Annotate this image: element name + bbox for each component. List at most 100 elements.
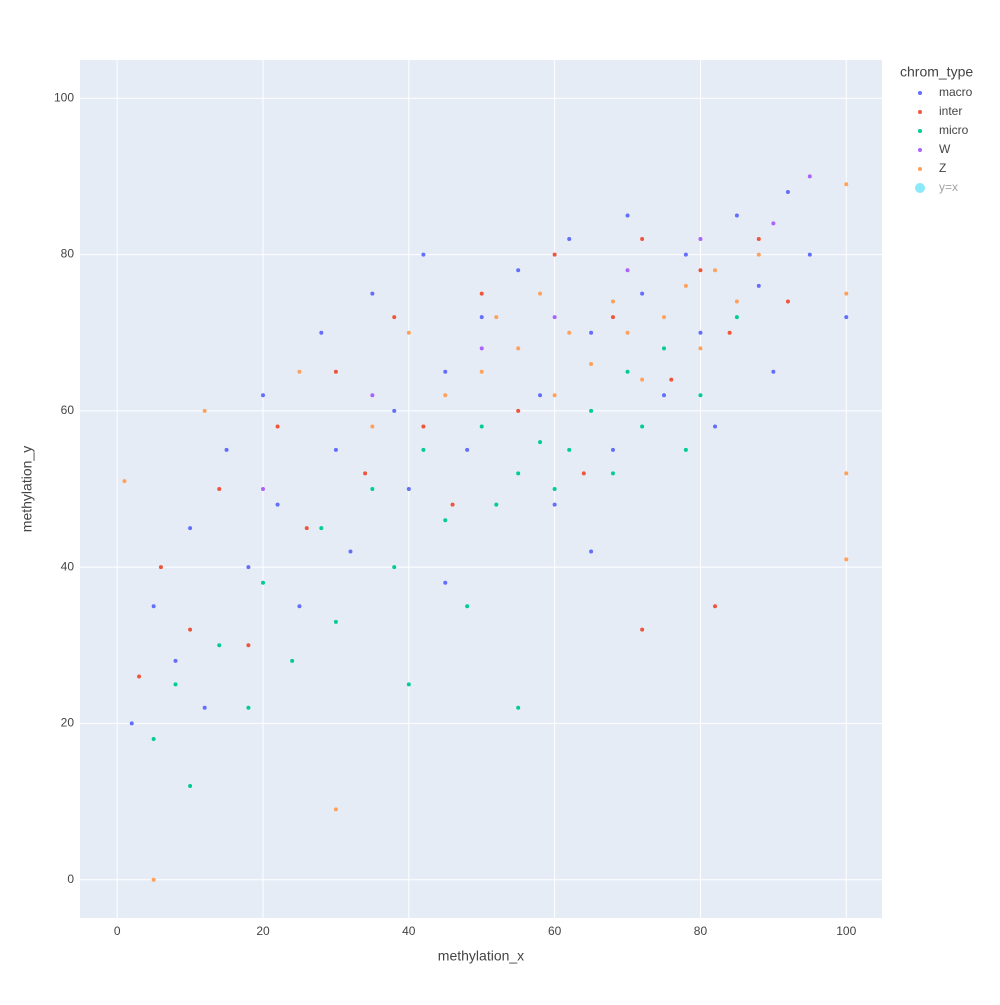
- point: [158, 565, 163, 570]
- x-tick-label: 0: [114, 924, 121, 938]
- legend-marker: [918, 167, 922, 171]
- point: [333, 369, 338, 374]
- y-tick-label: 100: [54, 90, 74, 104]
- point: [640, 291, 645, 296]
- point: [275, 502, 280, 507]
- point: [465, 604, 470, 609]
- point: [406, 487, 411, 491]
- point: [589, 361, 594, 366]
- point: [640, 424, 645, 429]
- point: [122, 479, 127, 484]
- point: [807, 174, 812, 179]
- point: [224, 447, 229, 452]
- point: [538, 393, 543, 398]
- point: [450, 502, 455, 507]
- point: [363, 471, 368, 476]
- point: [297, 369, 302, 374]
- point: [669, 377, 674, 382]
- point: [479, 315, 484, 320]
- point: [494, 502, 499, 507]
- point: [392, 408, 397, 413]
- point: [785, 190, 790, 195]
- point: [734, 213, 739, 218]
- point: [552, 502, 557, 507]
- point: [756, 252, 761, 257]
- x-axis-label: methylation_x: [438, 948, 524, 964]
- point: [406, 682, 411, 687]
- point: [370, 291, 375, 296]
- legend-marker: [915, 183, 925, 193]
- point: [297, 604, 302, 609]
- point: [290, 658, 295, 663]
- legend-label: inter: [939, 104, 962, 118]
- point: [188, 627, 193, 632]
- point: [552, 252, 557, 257]
- point: [370, 487, 375, 491]
- x-tick-label: 20: [256, 924, 270, 938]
- legend-marker: [918, 110, 922, 114]
- point: [771, 221, 776, 226]
- point: [479, 291, 484, 296]
- point: [567, 447, 572, 452]
- point: [683, 447, 688, 452]
- point: [516, 705, 521, 710]
- point: [151, 604, 156, 609]
- legend-label: Z: [939, 161, 946, 175]
- y-axis-label: methylation_y: [19, 446, 35, 532]
- point: [756, 236, 761, 241]
- point: [844, 291, 849, 296]
- point: [844, 471, 849, 476]
- point: [246, 705, 251, 710]
- point: [771, 369, 776, 374]
- x-tick-label: 80: [694, 924, 708, 938]
- point: [538, 291, 543, 296]
- point: [516, 346, 521, 351]
- point: [727, 330, 732, 335]
- point: [202, 408, 207, 413]
- point: [261, 580, 266, 585]
- point: [683, 283, 688, 288]
- point: [443, 393, 448, 398]
- point: [406, 330, 411, 335]
- point: [392, 565, 397, 570]
- point: [844, 557, 849, 562]
- point: [188, 526, 193, 531]
- point: [581, 471, 586, 476]
- point: [421, 252, 426, 257]
- point: [129, 721, 134, 726]
- legend-label: micro: [939, 123, 969, 137]
- legend-marker: [918, 148, 922, 152]
- legend-label: macro: [939, 85, 973, 99]
- point: [538, 440, 543, 445]
- point: [333, 807, 338, 812]
- point: [421, 424, 426, 429]
- point: [370, 424, 375, 429]
- point: [552, 393, 557, 398]
- point: [319, 330, 324, 335]
- point: [807, 252, 812, 257]
- point: [662, 315, 667, 320]
- point: [567, 236, 572, 241]
- point: [756, 283, 761, 288]
- point: [217, 643, 222, 648]
- point: [516, 408, 521, 413]
- point: [640, 627, 645, 632]
- point: [713, 604, 718, 609]
- plot-area: [80, 60, 882, 918]
- point: [844, 315, 849, 320]
- point: [370, 393, 375, 398]
- y-tick-label: 0: [67, 872, 74, 886]
- point: [465, 447, 470, 452]
- point: [698, 346, 703, 351]
- legend-marker: [918, 129, 922, 133]
- point: [151, 737, 156, 742]
- point: [552, 315, 557, 320]
- point: [516, 471, 521, 476]
- point: [392, 315, 397, 320]
- point: [698, 268, 703, 273]
- point: [567, 330, 572, 335]
- point: [333, 619, 338, 624]
- point: [698, 236, 703, 241]
- point: [261, 393, 266, 398]
